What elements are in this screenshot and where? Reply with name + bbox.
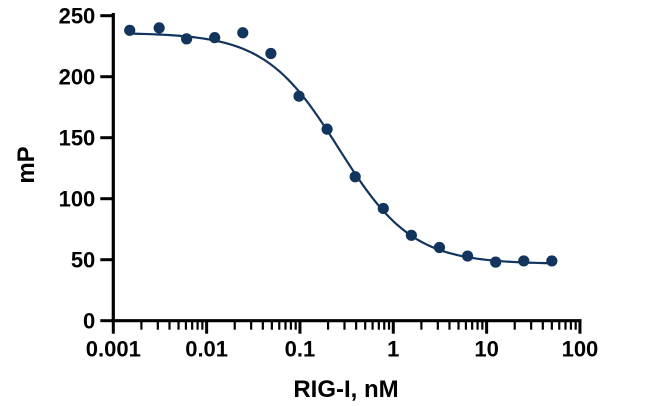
data-point [209,32,221,44]
tick-labels-group: 0 50 100 150 200 250 0.001 0.01 0.1 1 10 100 [59,4,599,362]
data-points-group [124,22,558,268]
data-point [293,90,305,102]
fit-curve [128,32,553,265]
data-point [180,33,193,45]
x-tick-label: 10 [474,337,498,362]
x-axis-title: RIG-I, nM [293,376,398,403]
data-point [153,22,165,34]
data-point [546,255,558,267]
x-tick-label: 1 [387,337,399,362]
ticks-group [100,14,582,334]
x-tick-label: 0.1 [285,337,316,362]
x-tick-label: 0.01 [185,337,228,362]
data-point [490,256,502,268]
x-tick-label: 100 [562,337,599,362]
data-point [461,250,474,262]
y-tick-label: 100 [59,187,96,212]
y-axis-title: mP [13,146,40,183]
data-point [377,202,389,215]
x-tick-label: 0.001 [86,337,141,362]
y-tick-label: 150 [59,126,96,151]
data-point [518,255,530,267]
fit-curve-group [128,32,553,265]
data-point [321,123,333,135]
y-tick-label: 200 [59,65,96,90]
y-tick-label: 0 [83,309,95,334]
data-point [265,47,277,60]
y-tick-label: 50 [71,248,95,273]
data-point [237,27,249,39]
axes-group [111,13,582,323]
data-point [124,24,136,36]
data-point [349,171,361,183]
y-tick-label: 250 [59,4,96,29]
data-point [433,241,446,254]
data-point [405,229,417,241]
